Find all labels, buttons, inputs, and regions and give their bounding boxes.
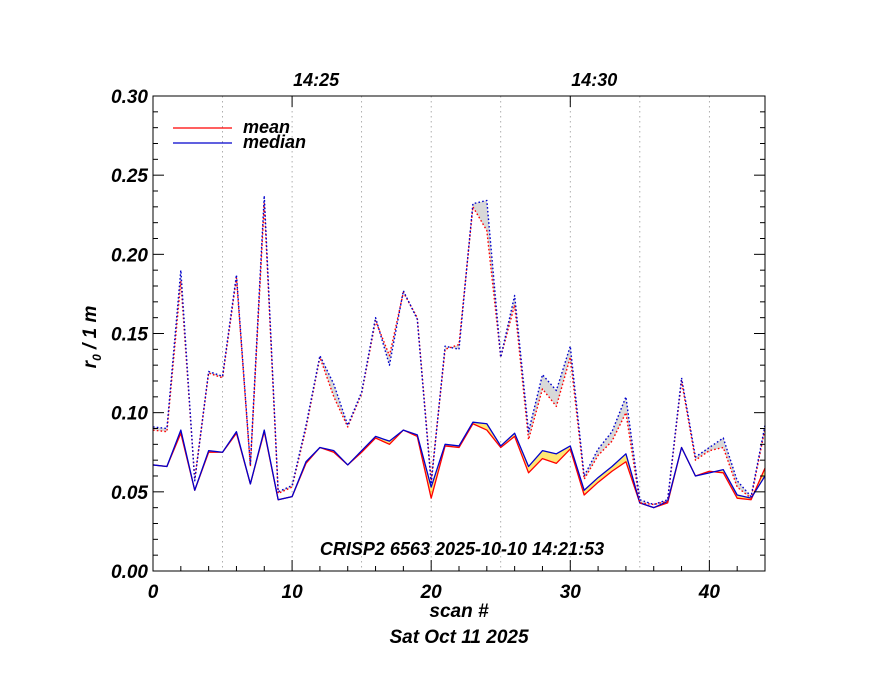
y-tick-label: 0.30	[111, 87, 148, 108]
top-time-label: 14:25	[293, 70, 340, 90]
x-tick-label: 40	[698, 582, 721, 603]
axis-ticks	[152, 95, 766, 572]
legend-median-label: median	[243, 132, 306, 152]
y-tick-label: 0.10	[111, 404, 148, 425]
y-tick-label: 0.15	[111, 325, 148, 346]
series-line-0	[152, 423, 766, 509]
svg-text:r0 / 1 m: r0 / 1 m	[80, 306, 104, 369]
series-line-2	[152, 202, 766, 506]
tick-labels: 0 10 20 30 40 0.00 0.05 0.10 0.15 0.20 0.25 0.30 14:…	[111, 70, 720, 603]
annotation-text: CRISP2 6563 2025-10-10 14:21:53	[320, 539, 604, 559]
legend-mean-label: mean	[243, 117, 290, 137]
y-tick-label: 0.00	[111, 562, 148, 583]
x-tick-label: 20	[420, 582, 443, 603]
y-tick-label: 0.20	[111, 245, 148, 266]
spread-bands	[153, 195, 765, 508]
top-time-label: 14:30	[571, 70, 617, 90]
series-line-1	[152, 421, 766, 509]
x-tick-label: 30	[560, 582, 582, 603]
legend: mean median	[173, 117, 306, 152]
series-line-3	[152, 195, 766, 506]
series-lines	[152, 195, 766, 509]
spread-band-1	[153, 195, 765, 505]
x-axis-label: scan #	[429, 601, 489, 622]
y-tick-label: 0.05	[111, 483, 148, 504]
x-tick-label: 10	[282, 582, 304, 603]
x-tick-label: 0	[148, 582, 159, 603]
plot-frame	[152, 95, 766, 572]
y-axis-label: r0 / 1 m	[80, 306, 104, 369]
y-tick-label: 0.25	[111, 166, 148, 187]
x-axis-date-label: Sat Oct 11 2025	[389, 627, 529, 648]
time-gridlines	[152, 96, 710, 571]
